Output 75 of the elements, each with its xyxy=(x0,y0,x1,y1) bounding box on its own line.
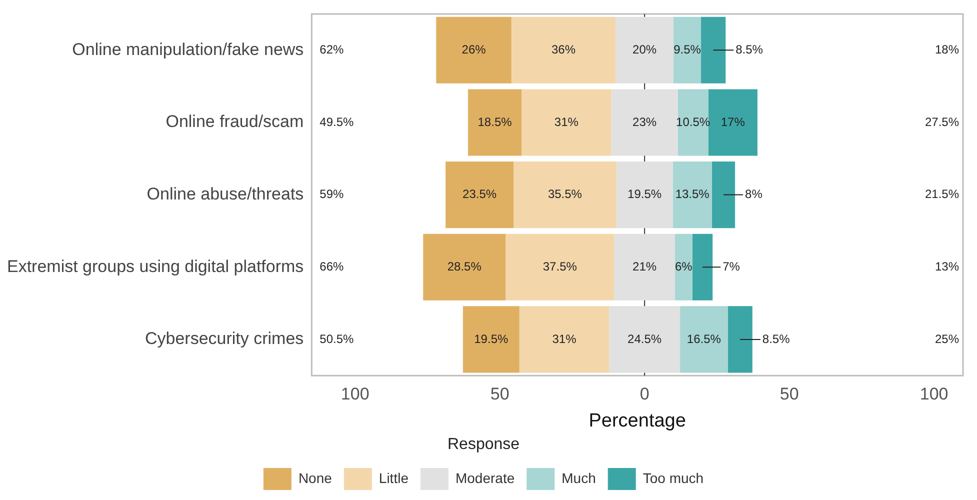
data-label: 37.5% xyxy=(542,259,578,274)
annotation: 18% xyxy=(934,42,960,56)
legend-label: None xyxy=(298,470,332,486)
annotation: 27.5% xyxy=(924,114,960,129)
bar xyxy=(728,306,752,373)
bar xyxy=(514,162,616,228)
annotation: 49.5% xyxy=(320,114,354,129)
data-label: 21% xyxy=(632,259,657,274)
data-label: 7% xyxy=(722,259,740,274)
bar xyxy=(701,16,726,84)
annotation: 62% xyxy=(320,42,344,56)
data-label: 13.5% xyxy=(675,187,710,202)
bar xyxy=(462,306,520,373)
x-tick-label: 0 xyxy=(640,384,650,404)
annotation: 66% xyxy=(320,259,344,274)
legend-label: Moderate xyxy=(455,470,515,486)
data-label: 19.5% xyxy=(628,187,662,202)
annotation: 13% xyxy=(934,259,960,274)
data-label: 26% xyxy=(462,42,486,56)
bar xyxy=(609,306,680,373)
y-tick-label: Online manipulation/fake news xyxy=(72,40,304,59)
data-label: 16.5% xyxy=(686,332,722,346)
y-tick-label: Online fraud/scam xyxy=(166,112,304,132)
bar xyxy=(511,16,616,84)
data-label: 31% xyxy=(554,114,579,129)
data-label: 20% xyxy=(632,42,657,56)
bar xyxy=(611,89,678,156)
bar xyxy=(468,89,522,156)
bar xyxy=(674,234,692,300)
data-label: 36% xyxy=(552,42,576,56)
x-axis-title: Percentage xyxy=(588,410,686,432)
bar xyxy=(680,306,728,373)
data-label: 8.5% xyxy=(736,42,764,56)
bar xyxy=(614,234,675,300)
data-label: 31% xyxy=(552,332,577,346)
annotation: 21.5% xyxy=(924,187,960,202)
bar xyxy=(708,89,758,156)
bar xyxy=(616,16,674,84)
bar xyxy=(522,89,612,156)
legend-label: Too much xyxy=(642,470,704,486)
y-tick-label: Cybersecurity crimes xyxy=(144,329,304,348)
data-label: 6% xyxy=(674,259,693,274)
x-tick-label: 100 xyxy=(340,384,370,404)
x-tick-label: 50 xyxy=(780,384,799,404)
annotation: 50.5% xyxy=(320,332,354,346)
bar xyxy=(674,16,702,84)
bar xyxy=(712,162,736,228)
legend-label: Little xyxy=(378,470,409,486)
data-label: 18.5% xyxy=(478,114,512,129)
legend-label: Much xyxy=(562,470,596,486)
annotation: 59% xyxy=(320,187,344,202)
data-label: 35.5% xyxy=(548,187,582,202)
x-tick-label: 50 xyxy=(490,384,510,404)
y-tick-label: Extremist groups using digital platforms xyxy=(6,256,304,276)
bar xyxy=(616,162,673,228)
annotation: 25% xyxy=(934,332,960,346)
bar xyxy=(672,162,712,228)
legend-title: Response xyxy=(447,436,520,454)
bar xyxy=(436,16,512,84)
data-label: 9.5% xyxy=(674,42,702,56)
data-label: 28.5% xyxy=(447,259,482,274)
bar xyxy=(423,234,506,300)
data-label: 23.5% xyxy=(462,187,497,202)
x-tick-label: 100 xyxy=(920,384,948,404)
data-label: 17% xyxy=(720,114,746,129)
data-label: 24.5% xyxy=(628,332,662,346)
data-label: 19.5% xyxy=(474,332,508,346)
data-label: 8% xyxy=(745,187,763,202)
bar xyxy=(692,234,713,300)
y-tick-label: Online abuse/threats xyxy=(146,184,304,204)
data-label: 23% xyxy=(632,114,657,129)
bar xyxy=(446,162,514,228)
bar xyxy=(506,234,614,300)
bar xyxy=(519,306,610,373)
data-label: 8.5% xyxy=(762,332,790,346)
